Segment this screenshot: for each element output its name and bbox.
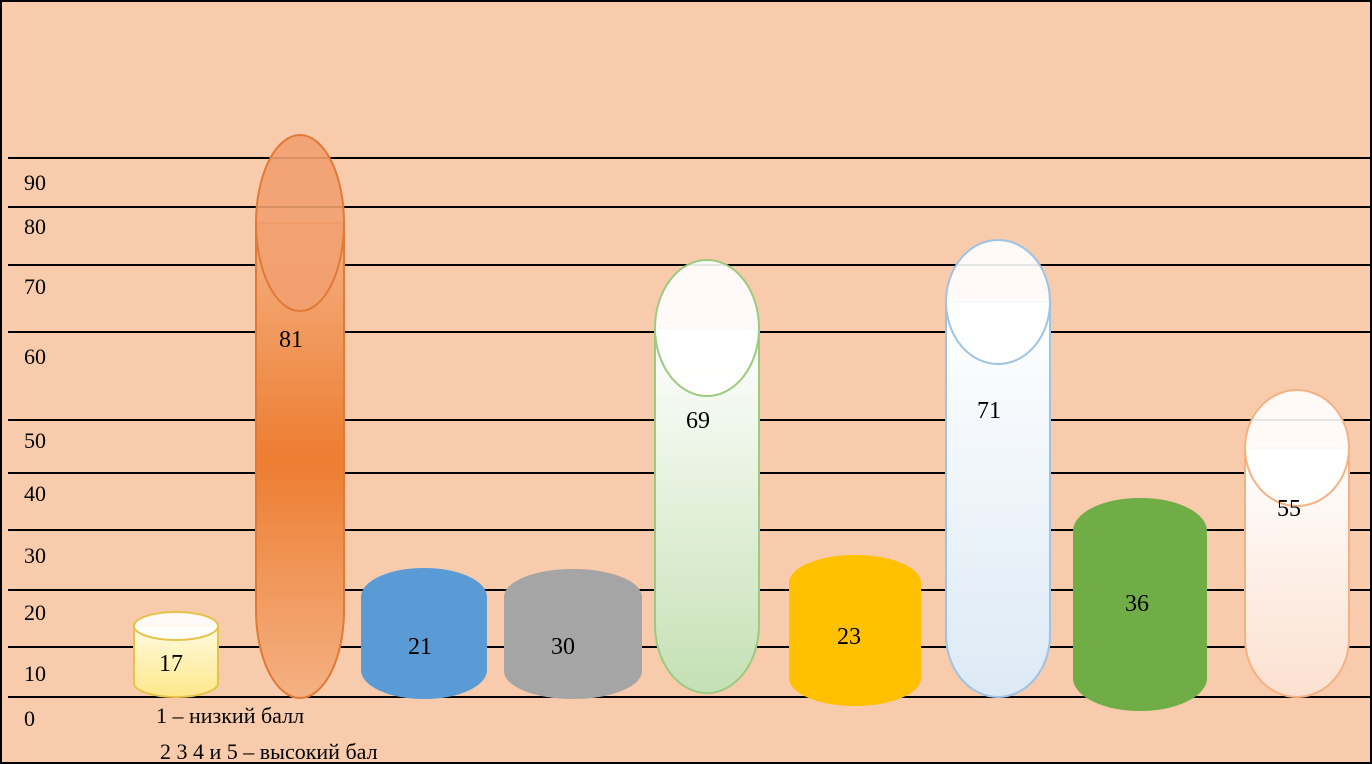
- bar-cap: [1073, 498, 1207, 564]
- bar-cap: [1244, 389, 1350, 507]
- bar-body: [654, 327, 760, 694]
- bar-body: [1073, 530, 1207, 711]
- bar-body: [789, 582, 921, 706]
- bar-value-label: 69: [686, 408, 710, 434]
- bar-cap: [654, 259, 760, 397]
- bar-cap: [945, 239, 1051, 365]
- bar-body: [1244, 447, 1350, 698]
- bar: [361, 568, 487, 699]
- y-tick-label: 50: [24, 428, 46, 453]
- bar-cap: [504, 569, 642, 625]
- bar-value-label: 71: [977, 398, 1001, 424]
- y-tick-label: 20: [24, 600, 46, 625]
- y-tick-label: 80: [24, 214, 46, 239]
- y-tick-label: 10: [24, 661, 46, 686]
- bar-value-label: 21: [408, 634, 432, 660]
- bar: [133, 611, 219, 698]
- bar-cap: [255, 134, 345, 312]
- note-line-2: 2 3 4 и 5 – высокий бал: [160, 739, 378, 764]
- note-line-1: 1 – низкий балл: [156, 703, 304, 728]
- bar: [654, 259, 760, 694]
- y-tick-label: 40: [24, 481, 46, 506]
- y-tick-label: 60: [24, 344, 46, 369]
- bar: [1073, 498, 1207, 711]
- bars: [133, 134, 1350, 711]
- data-labels: 17 81 21 30 69 23 71 36 55: [159, 327, 1301, 677]
- bar-body: [945, 301, 1051, 698]
- bar-body: [504, 596, 642, 699]
- bar-body: [133, 625, 219, 698]
- bar-value-label: 55: [1277, 496, 1301, 522]
- bar: [255, 134, 345, 699]
- bar: [789, 555, 921, 706]
- bar: [504, 569, 642, 699]
- bar-value-label: 17: [159, 651, 183, 677]
- y-tick-label: 90: [24, 170, 46, 195]
- y-axis-tick-labels: 0 10 20 30 40 50 60 70 80 90: [24, 170, 46, 731]
- bar-cap: [361, 568, 487, 626]
- bar-value-label: 81: [279, 327, 303, 353]
- bar-value-label: 23: [837, 624, 861, 650]
- bar: [945, 239, 1051, 698]
- y-tick-label: 0: [24, 706, 35, 731]
- bar-cap: [789, 555, 921, 611]
- bar-value-label: 36: [1125, 591, 1149, 617]
- y-tick-label: 30: [24, 543, 46, 568]
- y-tick-label: 70: [24, 274, 46, 299]
- bar: [1244, 389, 1350, 698]
- bar-cap: [133, 611, 219, 641]
- bar-value-label: 30: [551, 634, 575, 660]
- bar-body: [255, 222, 345, 699]
